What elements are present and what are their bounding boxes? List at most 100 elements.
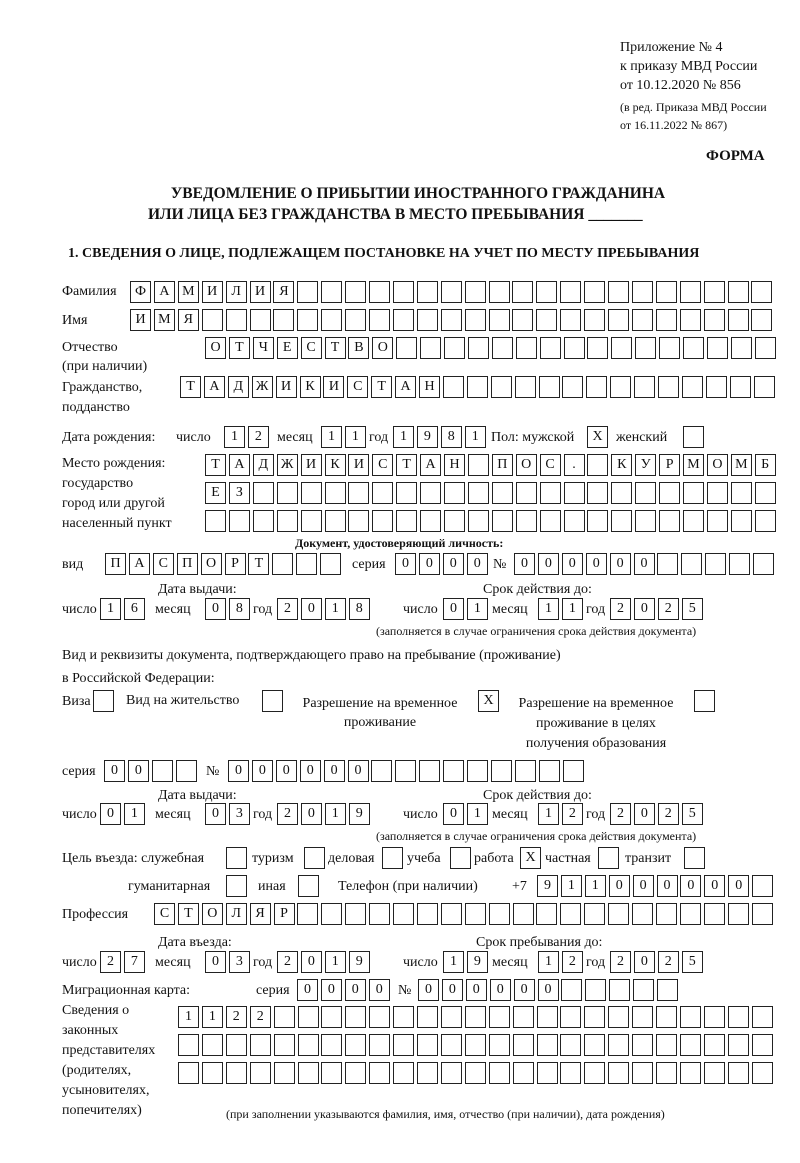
- char-box[interactable]: [276, 510, 298, 532]
- char-box[interactable]: [608, 903, 630, 925]
- char-box[interactable]: [703, 1034, 725, 1056]
- char-box[interactable]: [372, 510, 394, 532]
- char-box[interactable]: [679, 281, 701, 303]
- char-box[interactable]: [584, 1006, 606, 1028]
- char-box[interactable]: [512, 309, 534, 331]
- char-box[interactable]: [587, 454, 609, 476]
- char-box[interactable]: 1: [324, 598, 346, 620]
- char-box[interactable]: [226, 875, 247, 897]
- char-box[interactable]: 1: [538, 598, 559, 620]
- char-box[interactable]: [751, 281, 773, 303]
- char-box[interactable]: 0: [395, 553, 416, 575]
- char-box[interactable]: [345, 1006, 367, 1028]
- char-box[interactable]: [93, 690, 114, 712]
- char-box[interactable]: [225, 1034, 247, 1056]
- char-box[interactable]: О: [205, 337, 226, 359]
- char-box[interactable]: [252, 482, 274, 504]
- char-box[interactable]: 1: [201, 1006, 223, 1028]
- char-box[interactable]: 0: [347, 760, 369, 782]
- purpose-other-checkbox[interactable]: [298, 875, 322, 897]
- char-box[interactable]: [608, 281, 629, 303]
- char-box[interactable]: [536, 1006, 558, 1028]
- char-box[interactable]: [584, 281, 606, 303]
- char-box[interactable]: [560, 309, 582, 331]
- char-box[interactable]: 0: [537, 979, 559, 1001]
- char-box[interactable]: С: [372, 454, 394, 476]
- char-box[interactable]: К: [611, 454, 633, 476]
- char-box[interactable]: [464, 281, 486, 303]
- char-box[interactable]: [608, 1034, 630, 1056]
- char-box[interactable]: 6: [123, 598, 145, 620]
- char-box[interactable]: [252, 510, 274, 532]
- char-box[interactable]: [345, 1062, 367, 1084]
- char-box[interactable]: [681, 553, 703, 575]
- char-box[interactable]: Я: [273, 281, 295, 303]
- char-box[interactable]: [727, 1034, 749, 1056]
- char-box[interactable]: М: [683, 454, 704, 476]
- char-box[interactable]: [658, 376, 679, 398]
- char-box[interactable]: 9: [537, 875, 558, 897]
- char-box[interactable]: [321, 1006, 343, 1028]
- char-box[interactable]: Н: [444, 454, 465, 476]
- char-box[interactable]: 0: [228, 760, 249, 782]
- char-box[interactable]: 0: [513, 979, 535, 1001]
- char-box[interactable]: 0: [443, 803, 464, 825]
- char-box[interactable]: [444, 510, 465, 532]
- char-box[interactable]: 1: [321, 426, 342, 448]
- char-box[interactable]: [393, 903, 414, 925]
- char-box[interactable]: 5: [681, 803, 703, 825]
- char-box[interactable]: 1: [324, 803, 346, 825]
- char-box[interactable]: 3: [228, 951, 250, 973]
- char-box[interactable]: [488, 1062, 510, 1084]
- char-box[interactable]: [297, 281, 319, 303]
- char-box[interactable]: [703, 903, 725, 925]
- char-box[interactable]: 2: [277, 598, 298, 620]
- char-box[interactable]: [488, 1006, 510, 1028]
- char-box[interactable]: 0: [489, 979, 511, 1001]
- purpose-transit-checkbox[interactable]: [684, 847, 708, 869]
- char-box[interactable]: К: [299, 376, 321, 398]
- char-box[interactable]: Ж: [276, 454, 298, 476]
- char-box[interactable]: [659, 510, 681, 532]
- char-box[interactable]: А: [128, 553, 150, 575]
- char-box[interactable]: [297, 1062, 319, 1084]
- char-box[interactable]: [633, 979, 655, 1001]
- char-box[interactable]: [297, 309, 319, 331]
- char-box[interactable]: [249, 309, 271, 331]
- char-box[interactable]: И: [130, 309, 151, 331]
- char-box[interactable]: [321, 903, 343, 925]
- purpose-business-checkbox[interactable]: [382, 847, 406, 869]
- char-box[interactable]: [443, 760, 465, 782]
- char-box[interactable]: [705, 553, 727, 575]
- char-box[interactable]: [444, 482, 465, 504]
- char-box[interactable]: [536, 309, 558, 331]
- char-box[interactable]: 2: [561, 803, 583, 825]
- char-box[interactable]: [464, 1006, 486, 1028]
- representatives-row-3[interactable]: [178, 1062, 776, 1084]
- char-box[interactable]: 0: [633, 803, 655, 825]
- char-box[interactable]: [586, 376, 608, 398]
- char-box[interactable]: [225, 1062, 247, 1084]
- char-box[interactable]: М: [153, 309, 175, 331]
- char-box[interactable]: Е: [276, 337, 298, 359]
- char-box[interactable]: В: [348, 337, 370, 359]
- char-box[interactable]: [515, 337, 537, 359]
- char-box[interactable]: [369, 309, 390, 331]
- char-box[interactable]: [464, 1062, 486, 1084]
- purpose-humanitarian-checkbox[interactable]: [226, 875, 250, 897]
- char-box[interactable]: 2: [277, 951, 298, 973]
- char-box[interactable]: Р: [273, 903, 295, 925]
- char-box[interactable]: [297, 1034, 319, 1056]
- char-box[interactable]: 1: [560, 875, 582, 897]
- char-box[interactable]: [751, 309, 773, 331]
